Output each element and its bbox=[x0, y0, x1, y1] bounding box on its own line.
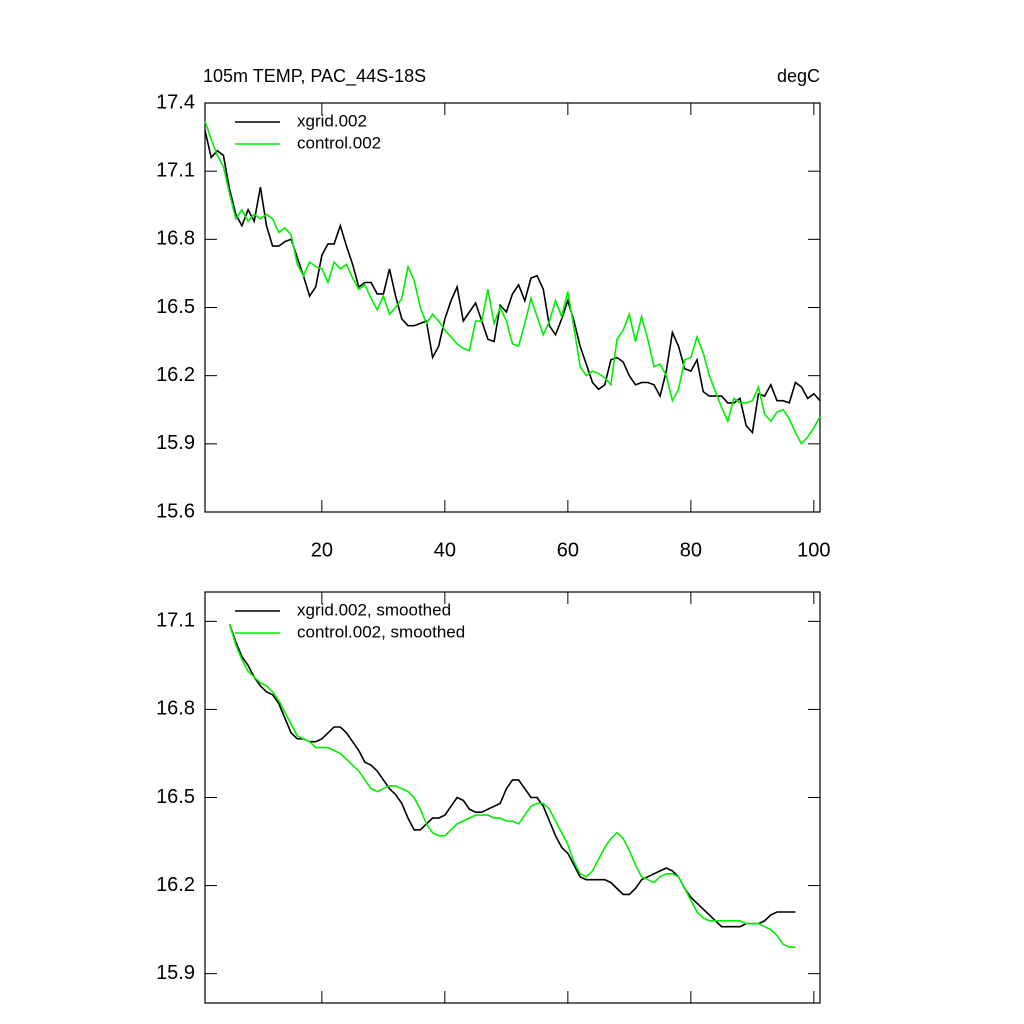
y-tick-label: 15.6 bbox=[156, 500, 195, 522]
y-tick-label: 16.5 bbox=[156, 786, 195, 808]
y-tick-label: 15.9 bbox=[156, 962, 195, 984]
x-tick-label: 20 bbox=[311, 539, 333, 561]
y-tick-label: 16.2 bbox=[156, 874, 195, 896]
y-tick-label: 16.5 bbox=[156, 296, 195, 318]
x-tick-label: 100 bbox=[797, 539, 830, 561]
y-tick-label: 17.1 bbox=[156, 610, 195, 632]
data-line bbox=[204, 130, 821, 435]
data-line bbox=[204, 120, 821, 446]
y-tick-label: 17.1 bbox=[156, 159, 195, 181]
y-tick-label: 15.9 bbox=[156, 432, 195, 454]
y-tick-label: 16.2 bbox=[156, 364, 195, 386]
legend-label: control.002 bbox=[297, 133, 381, 152]
data-line bbox=[228, 624, 796, 948]
plot-frame bbox=[204, 102, 821, 513]
data-line bbox=[228, 624, 796, 928]
legend-label: control.002, smoothed bbox=[297, 622, 465, 641]
legend-label: xgrid.002 bbox=[297, 111, 367, 130]
x-tick-label: 40 bbox=[434, 539, 456, 561]
units-label: degC bbox=[777, 66, 820, 86]
x-tick-label: 80 bbox=[680, 539, 702, 561]
legend-label: xgrid.002, smoothed bbox=[297, 600, 451, 619]
y-tick-label: 16.8 bbox=[156, 228, 195, 250]
y-tick-label: 16.8 bbox=[156, 698, 195, 720]
plot-frame bbox=[204, 591, 821, 1004]
chart-title: 105m TEMP, PAC_44S-18S bbox=[203, 66, 426, 87]
y-tick-label: 17.4 bbox=[156, 91, 195, 113]
x-tick-label: 60 bbox=[557, 539, 579, 561]
